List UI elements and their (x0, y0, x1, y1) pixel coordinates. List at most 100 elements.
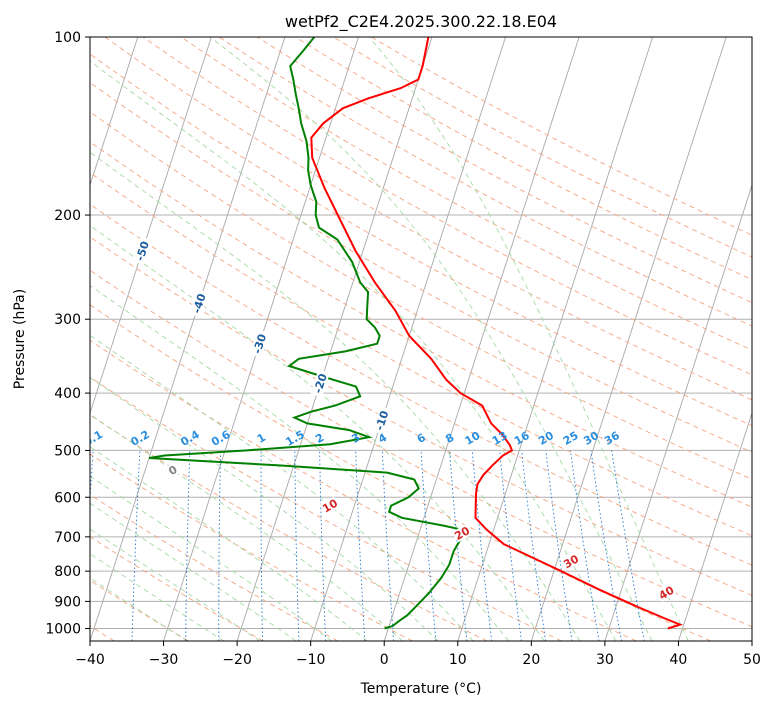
mixing-ratio-label: 0.4 (178, 428, 202, 449)
y-tick-label: 400 (54, 386, 81, 402)
moist-adiabat-line (90, 475, 332, 641)
mixing-ratio-label: 0.2 (128, 428, 151, 449)
mixing-ratio-label: 20 (536, 429, 556, 448)
mixing-ratio-line (590, 450, 623, 641)
moist-adiabat-line (90, 528, 261, 641)
x-tick-label: 0 (380, 652, 389, 668)
isotherm-label-bg (189, 289, 209, 318)
y-tick-label: 600 (54, 490, 81, 506)
x-tick-label: −40 (75, 652, 105, 668)
y-axis-label: Pressure (hPa) (12, 289, 28, 389)
mixing-ratio-label: 10 (463, 429, 483, 448)
mixing-ratio-label: 30 (581, 429, 601, 448)
dry-adiabat-line (90, 376, 562, 641)
y-tick-label: 200 (54, 208, 81, 224)
x-tick-label: 30 (596, 652, 614, 668)
isotherm-line (678, 411, 752, 641)
dry-adiabat-line (90, 141, 752, 508)
isotherm-line (457, 37, 654, 641)
mixing-ratio-line (319, 450, 327, 641)
temperature-trace (310, 37, 684, 630)
adiabat-label: 20 (452, 524, 472, 543)
mixing-ratio-line (218, 450, 222, 641)
x-axis-label: Temperature (°C) (360, 681, 482, 697)
x-tick-label: 40 (670, 652, 688, 668)
x-tick-label: −30 (149, 652, 179, 668)
moist-adiabat-line (368, 37, 689, 641)
y-tick-label: 300 (54, 312, 81, 328)
mixing-ratio-line (570, 450, 600, 641)
y-tick-label: 500 (54, 443, 81, 459)
isotherm-label-bg (249, 329, 270, 358)
adiabat-label-bg (319, 496, 340, 515)
mixing-ratio-line (355, 450, 366, 641)
isotherm-label: -10 (373, 409, 392, 432)
mixing-ratio-line (381, 450, 395, 641)
isotherm-label: -20 (312, 372, 331, 395)
isotherm-label-bg (15, 147, 34, 175)
isotherm-line (0, 37, 64, 641)
y-tick-label: 700 (54, 530, 81, 546)
isotherm-label: -40 (190, 292, 209, 315)
adiabat-label-bg (656, 583, 677, 602)
moist-adiabat-line (90, 502, 297, 641)
grid-layer (0, 37, 752, 641)
dry-adiabat-line (90, 536, 264, 641)
dry-adiabat-line (90, 236, 752, 597)
dry-adiabat-line (90, 494, 339, 641)
isotherm-label-bg (310, 369, 330, 398)
moist-adiabat-line (90, 60, 617, 641)
moist-adiabat-line (90, 446, 368, 641)
isotherm-line (236, 37, 433, 641)
adiabat-label: 40 (657, 583, 677, 602)
dry-adiabat-line (90, 172, 752, 537)
dry-adiabat-line (371, 37, 752, 236)
mixing-ratio-line (545, 450, 573, 641)
y-tick-label: 1000 (45, 621, 81, 637)
dry-adiabat-line (180, 37, 752, 351)
moist-adiabat-line (90, 413, 403, 641)
axes: −40 −30 −20 −10 0 10 20 30 40 5010020030040050060… (45, 30, 761, 668)
line-labels: -100-90-80-70-60-50-40-30-20-100.10.20.4… (15, 147, 677, 603)
moist-adiabat-line (209, 37, 653, 641)
y-tick-label: 900 (54, 594, 81, 610)
mixing-ratio-line (499, 450, 522, 641)
plot-frame (89, 36, 753, 642)
isotherm-line (604, 183, 752, 641)
mixing-ratio-line (420, 450, 437, 641)
dry-adiabat-line (90, 269, 752, 628)
dry-adiabat-line (90, 82, 752, 453)
moist-adiabat-line (90, 334, 474, 641)
mixing-ratio-label: 36 (602, 429, 622, 448)
chart-title: wetPf2_C2E4.2025.300.22.18.E04 (285, 12, 557, 32)
moist-adiabat-line (90, 284, 510, 641)
mixing-ratio-label: 13 (490, 429, 510, 448)
dry-adiabat-line (90, 304, 711, 641)
adiabat-label: 10 (320, 496, 340, 515)
mixing-ratio-label: 8 (443, 431, 456, 446)
dry-adiabat-line (218, 37, 752, 327)
y-tick-label: 800 (54, 564, 81, 580)
isotherm-line (751, 639, 752, 641)
adiabat-label-bg (561, 552, 581, 571)
isotherm-label: -70 (16, 149, 35, 172)
isotherm-line (90, 37, 286, 641)
dry-adiabat-line (142, 37, 752, 376)
mixing-ratio-line (449, 450, 468, 641)
mixing-ratio-label: 1 (255, 431, 268, 446)
mixing-ratio-label: 4 (376, 431, 389, 446)
dry-adiabat-line (90, 203, 752, 566)
dry-adiabat-line (90, 453, 413, 641)
x-tick-label: −20 (222, 652, 252, 668)
moist-adiabat-line (90, 377, 439, 641)
adiabat-label-bg (162, 460, 183, 480)
x-tick-label: 20 (522, 652, 540, 668)
isotherm-line (383, 37, 580, 641)
moist-adiabat-line (90, 577, 188, 641)
mixing-ratio-label: 0.1 (82, 428, 105, 449)
adiabat-label-bg (452, 523, 472, 543)
mixing-ratio-label: 25 (561, 429, 581, 448)
x-tick-label: 10 (449, 652, 467, 668)
isotherm-line (90, 37, 212, 415)
